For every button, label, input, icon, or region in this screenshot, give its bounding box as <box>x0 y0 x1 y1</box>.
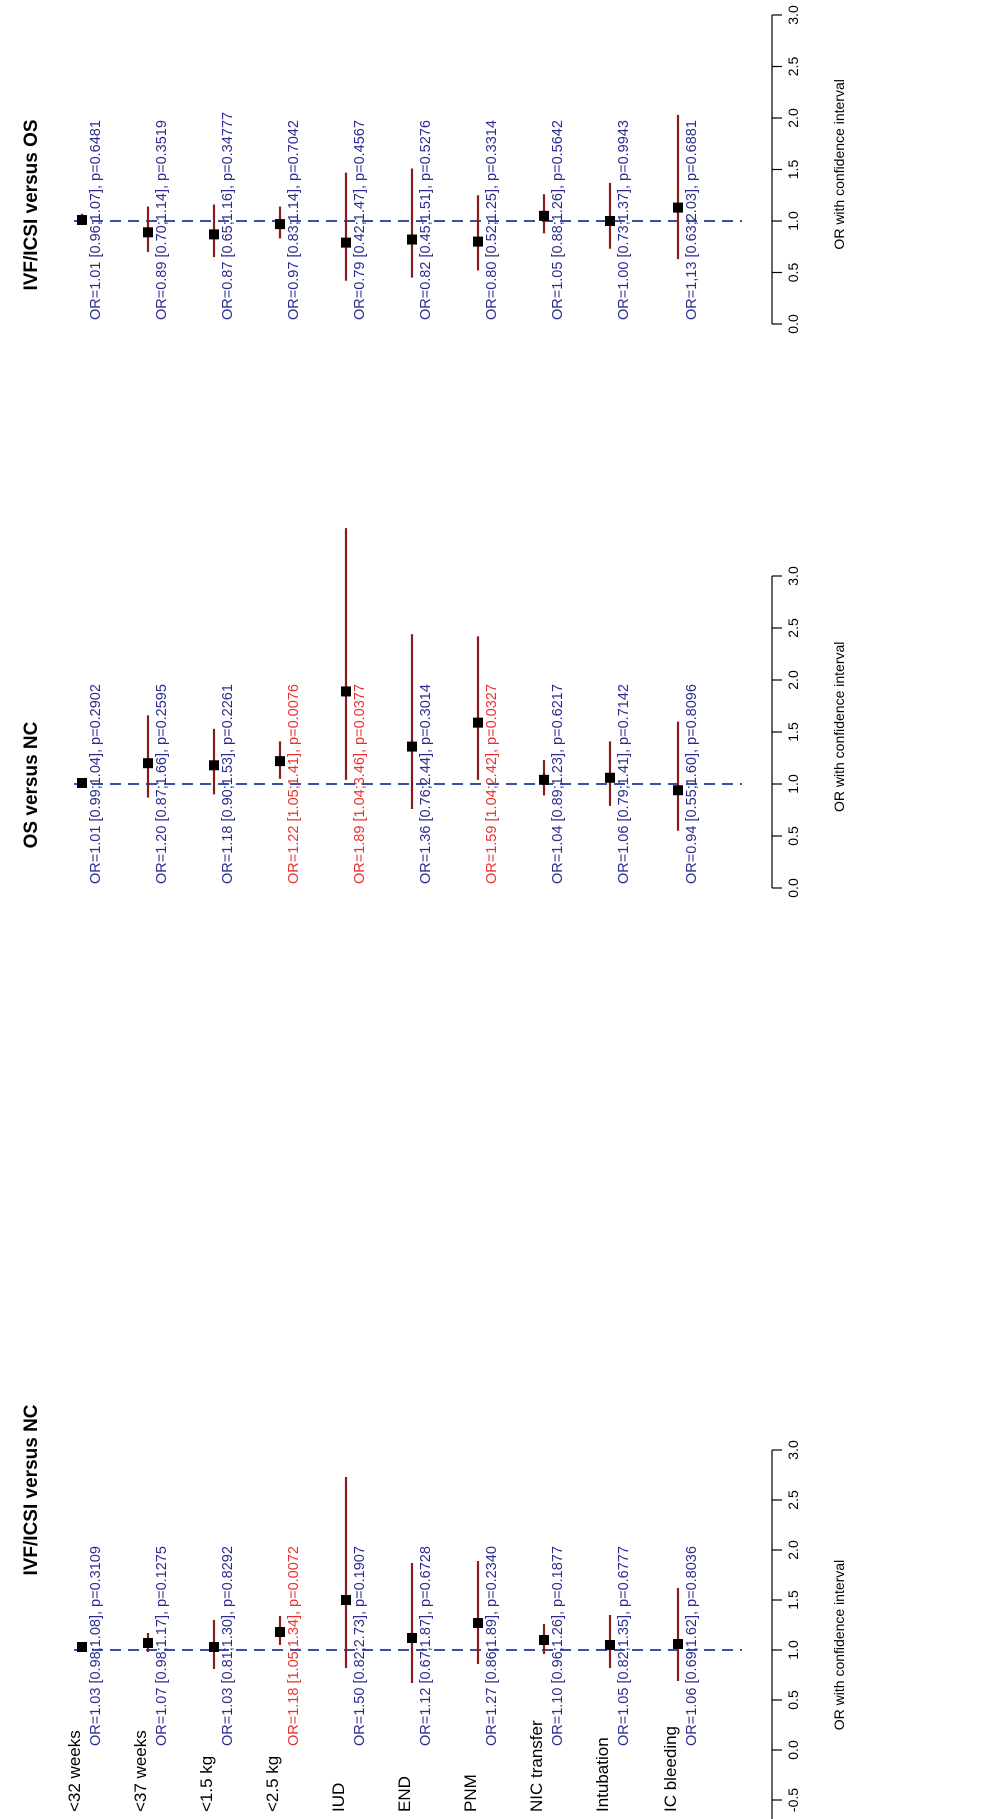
axis-tick-label: 2.0 <box>785 108 801 128</box>
or-marker <box>341 237 351 248</box>
or-label: OR=1.03 [0.98;1.08], p=0.3109 <box>88 1546 104 1746</box>
panel-title: IVF/ICSI versus NC <box>21 1404 42 1575</box>
or-marker <box>77 1642 87 1652</box>
or-marker <box>341 686 351 697</box>
or-label: OR=1.05 [0.82;1.35], p=0.6777 <box>616 1546 632 1746</box>
or-marker <box>275 219 285 230</box>
category-label: <37 weeks <box>131 1730 150 1812</box>
or-marker <box>473 1618 483 1628</box>
or-label: OR=1.04 [0.89;1.23], p=0.6217 <box>550 684 566 884</box>
or-marker <box>539 210 549 221</box>
category-label: IUD <box>329 1783 348 1812</box>
axis-tick-label: 1.0 <box>785 1640 801 1660</box>
axis-tick-label: 0.5 <box>785 1690 801 1710</box>
or-marker <box>209 1642 219 1652</box>
or-label: OR=0.97 [0.83;1.14], p=0.7042 <box>286 120 302 320</box>
axis-tick-label: 3.0 <box>785 1440 801 1460</box>
or-label: OR=1.12 [0.67;1.87], p=0.6728 <box>418 1546 434 1746</box>
or-marker <box>673 785 683 796</box>
or-marker <box>143 227 153 238</box>
or-marker <box>673 202 683 213</box>
or-marker <box>77 777 87 788</box>
or-marker <box>407 234 417 245</box>
or-marker <box>275 1627 285 1637</box>
or-marker <box>605 772 615 783</box>
or-marker <box>605 216 615 226</box>
or-marker <box>605 1640 615 1650</box>
or-marker <box>407 741 417 752</box>
or-label: OR=1.50 [0.82;2.73], p=0.1907 <box>352 1546 368 1746</box>
category-label: <1.5 kg <box>197 1756 216 1812</box>
or-marker <box>209 229 219 240</box>
or-label: OR=1.18 [0.90;1.53], p=0.2261 <box>220 684 236 884</box>
axis-tick-label: 2.0 <box>785 670 801 690</box>
or-marker <box>539 1635 549 1645</box>
axis-title: OR with confidence interval <box>831 1560 847 1730</box>
or-label: OR=0.79 [0.42;1.47], p=0.4567 <box>352 120 368 320</box>
category-label: IC bleeding <box>661 1726 680 1812</box>
axis-tick-label: 1.5 <box>785 722 801 742</box>
or-marker <box>539 774 549 785</box>
or-marker <box>209 760 219 771</box>
or-label: OR=0.89 [0.70;1.14], p=0.3519 <box>154 120 170 320</box>
category-label: <2.5 kg <box>263 1756 282 1812</box>
axis-tick-label: 0.5 <box>785 263 801 283</box>
axis-tick-label: 3.0 <box>785 566 801 586</box>
or-marker <box>143 1638 153 1648</box>
or-label: OR=1.18 [1.05;1.34], p=0.0072 <box>286 1546 302 1746</box>
or-marker <box>673 1639 683 1649</box>
or-label: OR=1.89 [1.04;3.46], p=0.0377 <box>352 684 368 884</box>
axis-tick-label: -0.5 <box>785 1788 801 1812</box>
or-label: OR=0.82 [0.45;1.51], p=0.5276 <box>418 120 434 320</box>
or-marker <box>407 1633 417 1643</box>
or-marker <box>143 758 153 769</box>
axis-tick-label: 0.5 <box>785 826 801 846</box>
or-marker <box>473 236 483 247</box>
or-label: OR=1.01 [0.99;1.04], p=0.2902 <box>88 684 104 884</box>
axis-tick-label: 2.5 <box>785 57 801 77</box>
or-label: OR=1.06 [0.69;1.62], p=0.8036 <box>684 1546 700 1746</box>
panel-title: IVF/ICSI versus OS <box>21 119 42 290</box>
axis-tick-label: 1.0 <box>785 211 801 231</box>
or-label: OR=1.22 [1.05;1.41], p=0.0076 <box>286 684 302 884</box>
axis-title: OR with confidence interval <box>831 642 847 812</box>
or-label: OR=1.05 [0.88;1.26], p=0.5642 <box>550 120 566 320</box>
axis-tick-label: 0.0 <box>785 314 801 334</box>
or-label: OR=1.07 [0.98;1.17], p=0.1275 <box>154 1546 170 1746</box>
or-label: OR=1,13 [0.63;2.03], p=0.6881 <box>684 120 700 320</box>
category-label: NIC transfer <box>527 1720 546 1812</box>
axis-tick-label: 2.5 <box>785 618 801 638</box>
axis-title: OR with confidence interval <box>831 79 847 249</box>
category-label: PNM <box>461 1774 480 1812</box>
or-label: OR=1.01 [0.96;1.07], p=0.6481 <box>88 120 104 320</box>
axis-tick-label: 1.0 <box>785 774 801 794</box>
or-label: OR=1.36 [0.76;2.44], p=0.3014 <box>418 684 434 884</box>
or-label: OR=1.06 [0.79;1.41], p=0.7142 <box>616 684 632 884</box>
category-label: <32 weeks <box>65 1730 84 1812</box>
panel-title: OS versus NC <box>21 721 42 848</box>
axis-tick-label: 2.5 <box>785 1490 801 1510</box>
axis-tick-label: 1.5 <box>785 1590 801 1610</box>
or-label: OR=1.27 [0.86;1.89], p=0.2340 <box>484 1546 500 1746</box>
or-label: OR=0.87 [0.65;1.16], p=0.34777 <box>220 112 236 320</box>
or-label: OR=0.80 [0.52;1.25], p=0.3314 <box>484 120 500 320</box>
axis-tick-label: 3.0 <box>785 5 801 25</box>
or-label: OR=1.59 [1.04;2.42], p=0.0327 <box>484 684 500 884</box>
or-marker <box>275 756 285 767</box>
axis-tick-label: 2.0 <box>785 1540 801 1560</box>
or-marker <box>473 717 483 728</box>
or-marker <box>341 1595 351 1605</box>
or-label: OR=1.10 [0.96;1.26], p=0.1877 <box>550 1546 566 1746</box>
or-label: OR=0.94 [0.55;1.60], p=0.8096 <box>684 684 700 884</box>
or-label: OR=1.00 [0.73;1.37], p=0.9943 <box>616 120 632 320</box>
or-label: OR=1.03 [0.81;1.30], p=0.8292 <box>220 1546 236 1746</box>
axis-tick-label: 0.0 <box>785 878 801 898</box>
or-label: OR=1.20 [0.87;1.66], p=0.2595 <box>154 684 170 884</box>
category-label: Intubation <box>593 1737 612 1812</box>
axis-tick-label: 0.0 <box>785 1740 801 1760</box>
or-marker <box>77 214 87 225</box>
axis-tick-label: 1.5 <box>785 160 801 180</box>
category-label: END <box>395 1776 414 1812</box>
